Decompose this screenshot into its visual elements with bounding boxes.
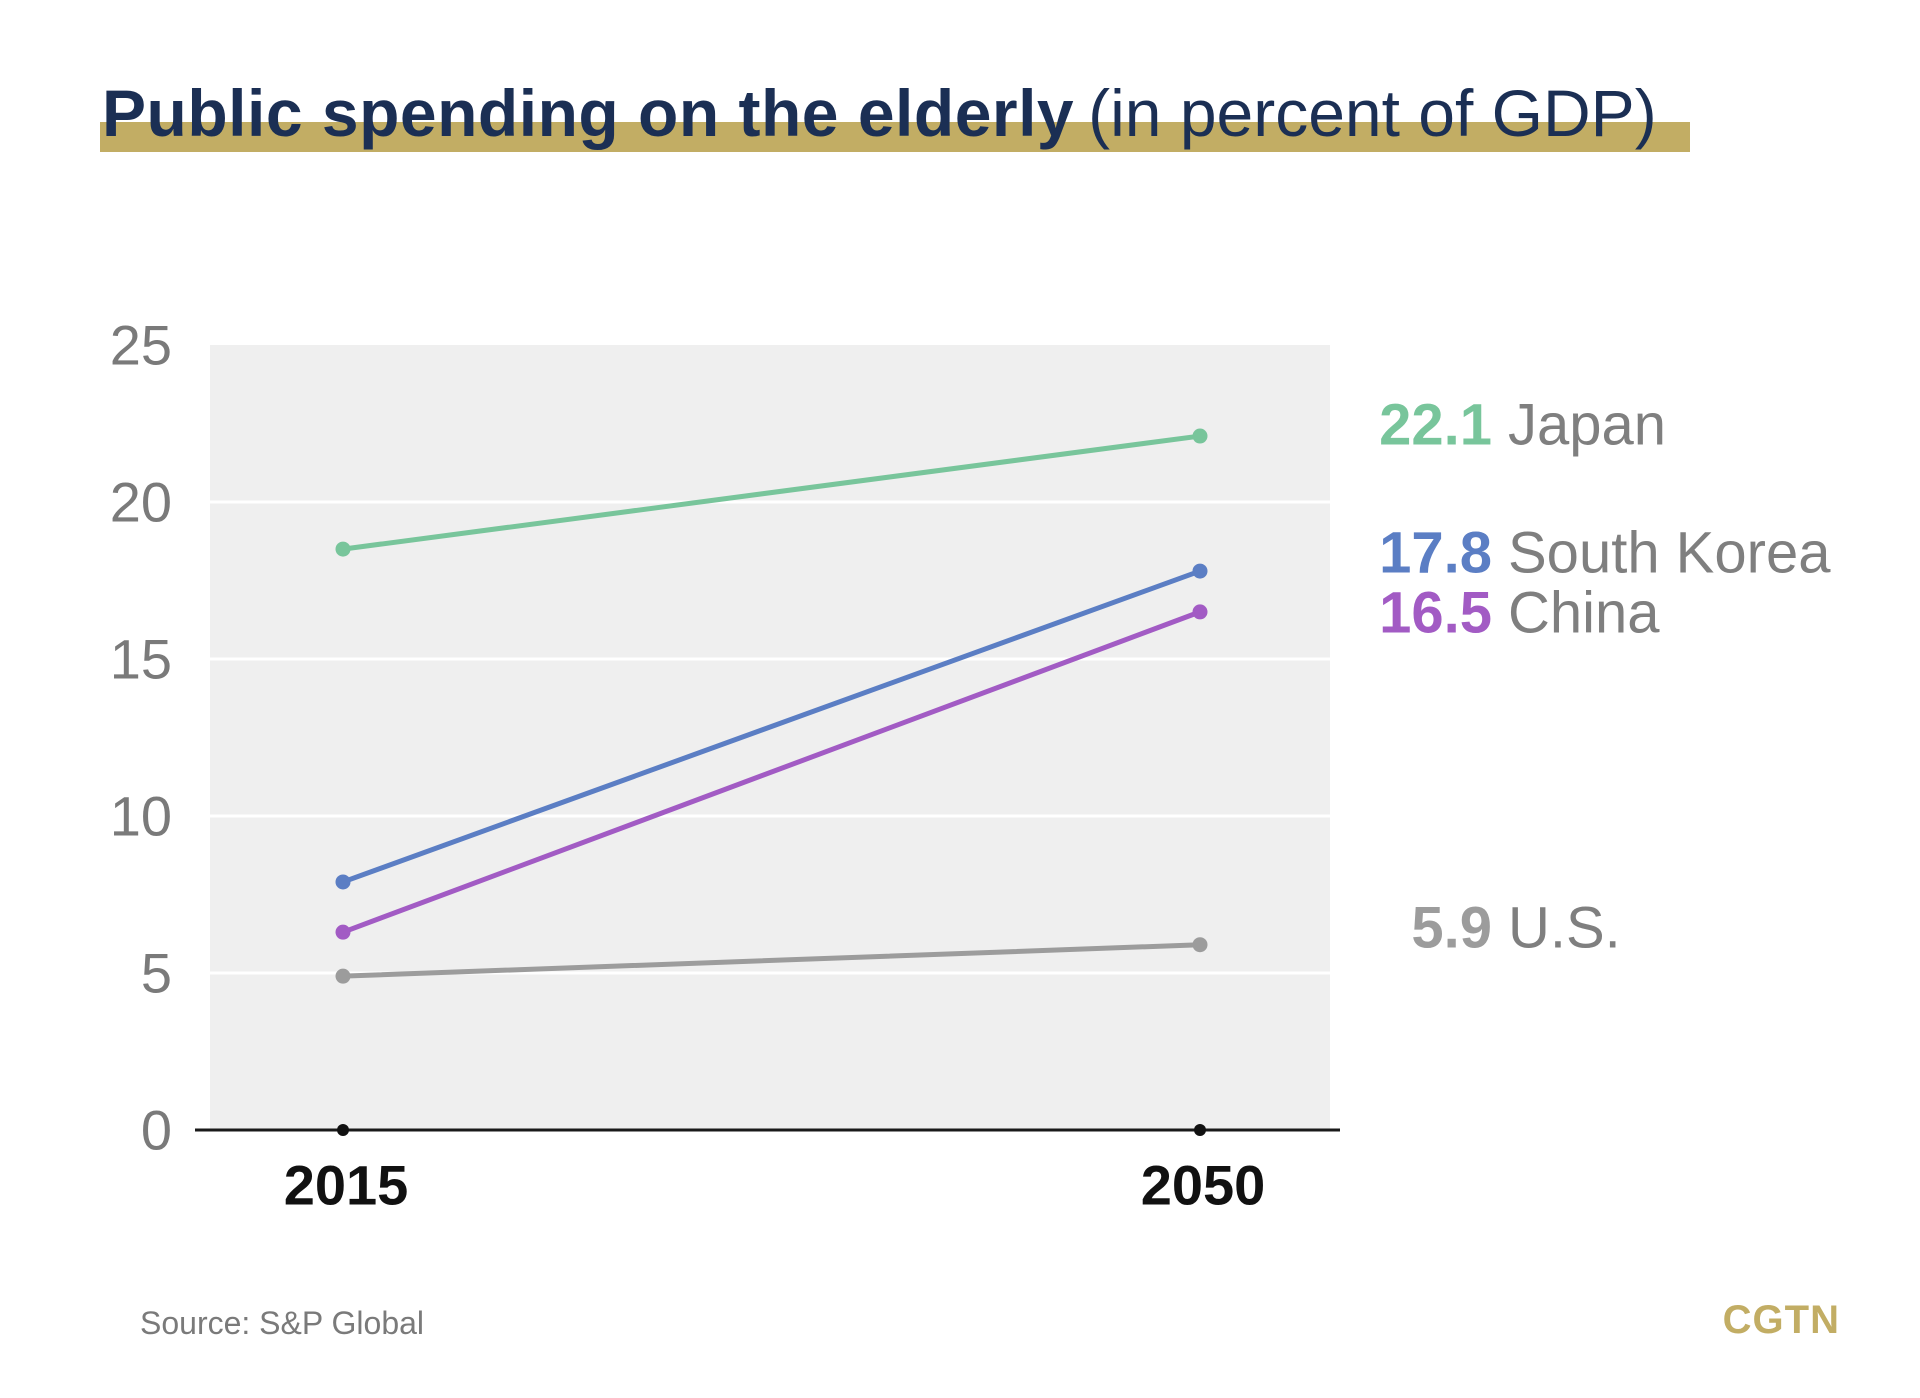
- plot-background: [210, 345, 1330, 1130]
- series-name-label: U.S.: [1508, 896, 1621, 961]
- data-point: [335, 874, 351, 890]
- title-underline-bar: [100, 122, 1690, 152]
- series-line: [340, 433, 1203, 552]
- data-point: [1192, 428, 1208, 444]
- y-tick-label: 5: [141, 942, 172, 1005]
- title-sub: (in percent of GDP): [1088, 76, 1657, 150]
- series-name-label: South Korea: [1508, 521, 1831, 586]
- data-point: [335, 968, 351, 984]
- x-axis-tick-dot: [1194, 1124, 1206, 1136]
- series-line: [340, 568, 1203, 885]
- data-point: [1192, 563, 1208, 579]
- end-value-label: 16.5: [1379, 581, 1492, 646]
- end-value-label: 22.1: [1379, 393, 1492, 458]
- y-tick-label: 25: [110, 314, 172, 377]
- chart-title: Public spending on the elderly (in percen…: [100, 70, 1690, 160]
- series-name-label: Japan: [1508, 393, 1666, 458]
- series-line: [340, 942, 1203, 979]
- x-axis-tick-dot: [337, 1124, 349, 1136]
- data-point: [335, 541, 351, 557]
- data-point: [1192, 604, 1208, 620]
- y-tick-label: 15: [110, 628, 172, 691]
- data-point: [335, 924, 351, 940]
- series-name-label: China: [1508, 581, 1660, 646]
- data-point: [1192, 937, 1208, 953]
- end-value-label: 5.9: [1411, 896, 1492, 961]
- series-line: [340, 609, 1203, 935]
- x-tick-label: 2015: [284, 1154, 409, 1217]
- title-text: Public spending on the elderly (in percen…: [102, 70, 1657, 156]
- cgtn-logo: CGTN: [1722, 1298, 1840, 1342]
- source-note: Source: S&P Global: [140, 1305, 425, 1341]
- y-tick-label: 0: [141, 1099, 172, 1162]
- end-value-label: 17.8: [1379, 521, 1492, 586]
- y-tick-label: 10: [110, 785, 172, 848]
- y-tick-label: 20: [110, 471, 172, 534]
- title-main: Public spending on the elderly: [102, 76, 1075, 150]
- x-tick-label: 2050: [1141, 1154, 1266, 1217]
